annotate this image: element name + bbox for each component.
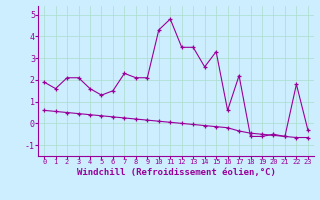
X-axis label: Windchill (Refroidissement éolien,°C): Windchill (Refroidissement éolien,°C)	[76, 168, 276, 177]
